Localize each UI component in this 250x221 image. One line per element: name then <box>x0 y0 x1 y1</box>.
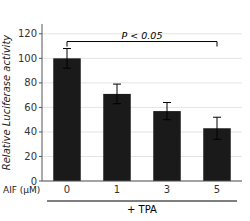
category-label: 5 <box>214 184 220 195</box>
category-label: 3 <box>164 184 170 195</box>
y-axis-label: Relative Luciferase activity <box>1 34 12 171</box>
error-bar <box>213 117 221 139</box>
x-axis-line <box>42 181 242 182</box>
y-axis: 020406080100120 <box>18 24 242 187</box>
y-axis-line <box>42 24 43 181</box>
category-label: 1 <box>114 184 120 195</box>
error-bar <box>113 84 121 104</box>
tick-label: 100 <box>18 53 37 64</box>
error-bar <box>163 103 171 120</box>
tick-label: 60 <box>24 102 37 113</box>
x-axis-label: AIF (μM) <box>3 185 40 195</box>
treatment-label: + TPA <box>127 204 157 215</box>
significance-label: P < 0.05 <box>122 30 163 41</box>
tick-label: 120 <box>18 28 37 39</box>
grid-line <box>42 181 242 182</box>
bar <box>53 58 81 181</box>
significance-bracket <box>67 42 217 47</box>
error-bar <box>63 49 71 69</box>
tick-label: 20 <box>24 151 37 162</box>
chart-container: 0 20 40 60 80 100 120 Relative Luciferase activ… <box>0 0 250 221</box>
bars <box>53 58 231 181</box>
bar <box>103 94 131 181</box>
category-label: 0 <box>64 184 70 195</box>
error-bars <box>63 49 221 140</box>
bar <box>153 111 181 181</box>
tick-label: 40 <box>24 126 37 137</box>
tick-label: 80 <box>24 77 37 88</box>
chart: 0 20 40 60 80 100 120 Relative Luciferase activ… <box>0 0 250 221</box>
treatment-line <box>47 201 237 202</box>
